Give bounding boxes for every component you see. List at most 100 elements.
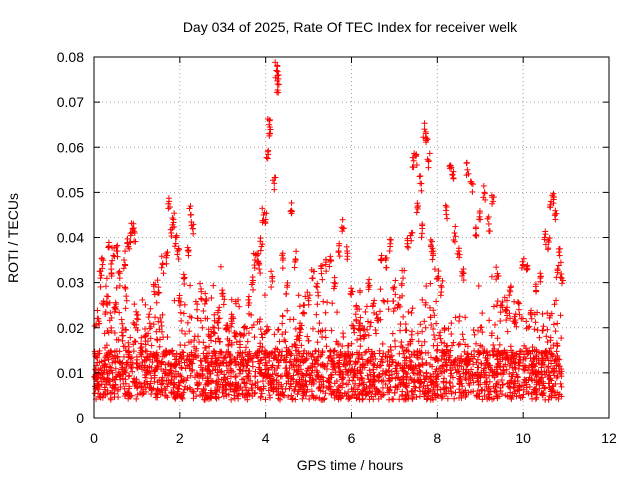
data-point: [470, 327, 477, 334]
data-point: [127, 334, 134, 341]
data-point: [389, 396, 396, 403]
data-point: [400, 313, 407, 320]
x-tick-label: 2: [176, 430, 184, 446]
data-point: [506, 384, 513, 391]
data-point: [492, 321, 499, 328]
data-point: [402, 321, 409, 328]
data-point: [196, 338, 203, 345]
data-point: [294, 391, 301, 398]
data-point: [153, 390, 160, 397]
data-point: [384, 298, 391, 305]
data-point: [473, 340, 480, 347]
data-point: [510, 369, 517, 376]
data-point: [390, 308, 397, 315]
x-tick-label: 0: [90, 430, 98, 446]
y-axis-label: ROTI / TECUs: [5, 193, 21, 283]
data-point: [377, 308, 384, 315]
data-point: [107, 309, 114, 316]
data-point: [555, 355, 562, 362]
data-point: [438, 395, 445, 402]
data-point: [295, 371, 302, 378]
y-tick-label: 0: [76, 410, 84, 426]
data-point: [187, 282, 194, 289]
data-point: [450, 339, 457, 346]
data-point: [401, 359, 408, 366]
data-point: [141, 333, 148, 340]
data-point: [261, 292, 268, 299]
data-point: [157, 315, 164, 322]
data-point: [456, 317, 463, 324]
data-point: [122, 326, 129, 333]
data-point: [262, 396, 269, 403]
data-point: [398, 339, 405, 346]
data-point: [103, 342, 110, 349]
data-point: [102, 283, 109, 290]
data-point: [279, 320, 286, 327]
data-point: [444, 395, 451, 402]
data-point: [217, 263, 224, 270]
data-point: [298, 342, 305, 349]
data-point: [468, 351, 475, 358]
data-point: [386, 361, 393, 368]
x-tick-label: 10: [515, 430, 531, 446]
data-point: [547, 345, 554, 352]
data-point: [418, 342, 425, 349]
data-point: [386, 378, 393, 385]
data-point: [367, 323, 374, 330]
data-point: [178, 364, 185, 371]
data-point: [282, 386, 289, 393]
data-point: [427, 314, 434, 321]
data-point: [148, 391, 155, 398]
data-point: [397, 327, 404, 334]
data-point: [436, 332, 443, 339]
y-tick-label: 0.04: [57, 230, 84, 246]
data-point: [150, 321, 157, 328]
data-point: [380, 377, 387, 384]
data-point: [371, 372, 378, 379]
data-point: [312, 348, 319, 355]
data-point: [389, 330, 396, 337]
data-point: [297, 366, 304, 373]
data-point: [419, 328, 426, 335]
data-points: [91, 59, 566, 403]
data-point: [460, 336, 467, 343]
data-point: [326, 353, 333, 360]
data-point: [103, 275, 110, 282]
data-point: [324, 360, 331, 367]
data-point: [247, 355, 254, 362]
data-point: [364, 372, 371, 379]
data-point: [228, 396, 235, 403]
data-point: [147, 305, 154, 312]
data-point: [404, 371, 411, 378]
data-point: [357, 369, 364, 376]
data-point: [365, 357, 372, 364]
data-point: [421, 318, 428, 325]
data-point: [433, 298, 440, 305]
data-point: [553, 297, 560, 304]
data-point: [381, 298, 388, 305]
data-point: [316, 320, 323, 327]
chart-title: Day 034 of 2025, Rate Of TEC Index for r…: [183, 19, 518, 35]
data-point: [365, 332, 372, 339]
data-point: [456, 340, 463, 347]
data-point: [259, 334, 266, 341]
data-point: [201, 344, 208, 351]
data-point: [405, 308, 412, 315]
data-point: [169, 347, 176, 354]
data-point: [258, 390, 265, 397]
data-point: [105, 356, 112, 363]
data-point: [423, 369, 430, 376]
data-point: [115, 394, 122, 401]
data-point: [91, 390, 98, 397]
data-point: [427, 361, 434, 368]
data-point: [209, 390, 216, 397]
y-tick-label: 0.05: [57, 184, 84, 200]
data-point: [328, 327, 335, 334]
data-point: [365, 346, 372, 353]
data-point: [148, 375, 155, 382]
data-point: [420, 383, 427, 390]
data-point: [539, 361, 546, 368]
data-point: [486, 317, 493, 324]
data-point: [323, 343, 330, 350]
data-point: [208, 294, 215, 301]
